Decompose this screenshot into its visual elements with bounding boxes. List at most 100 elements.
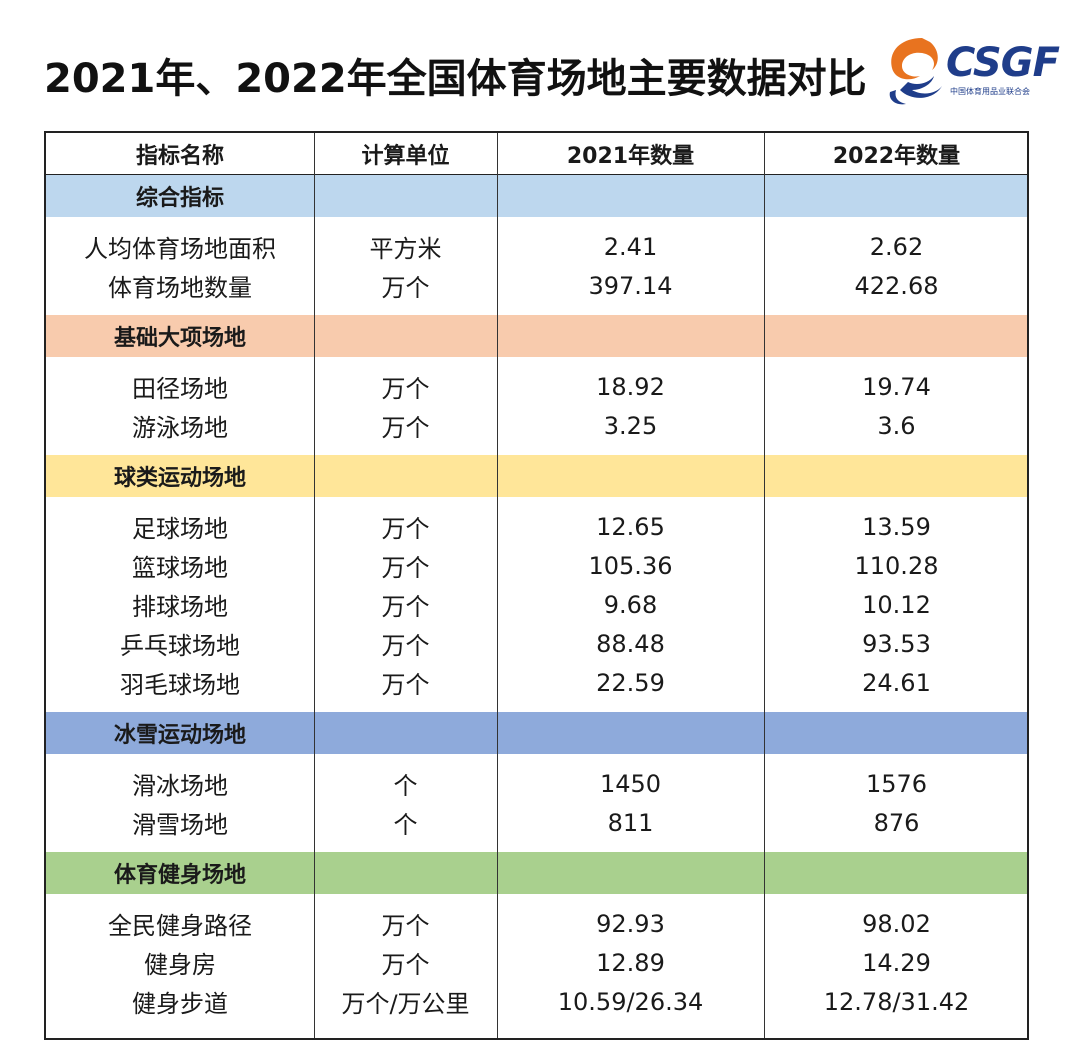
table-cell: 13.59 [862, 512, 931, 541]
table-cell: 105.36 [588, 551, 673, 580]
table-row: 篮球场地 万个 105.36 110.28 [46, 546, 1027, 585]
table-cell [497, 315, 764, 357]
table-header-row: 指标名称 计算单位 2021年数量 2022年数量 [46, 133, 1027, 175]
table-cell: 2.41 [603, 232, 658, 261]
table-cell: 冰雪运动场地 [113, 723, 246, 748]
table-cell: 万个 [381, 274, 430, 302]
table-cell: 10.59/26.34 [557, 987, 704, 1016]
table-cell: 万个 [381, 951, 430, 979]
table-row: 全民健身路径 万个 92.93 98.02 [46, 904, 1027, 943]
table-cell [314, 852, 497, 894]
section-header-row: 综合指标 [46, 175, 1027, 217]
table-row: 排球场地 万个 9.68 10.12 [46, 585, 1027, 624]
table-cell: 22.59 [596, 668, 665, 697]
table-cell: 排球场地 [132, 593, 228, 621]
table-cell: 92.93 [596, 909, 665, 938]
table-row: 田径场地 万个 18.92 19.74 [46, 367, 1027, 406]
table-cell: 平方米 [369, 235, 442, 263]
table-cell: 88.48 [596, 629, 665, 658]
table-cell [314, 315, 497, 357]
table-cell: 2021年数量 [566, 144, 695, 169]
table-row: 足球场地 万个 12.65 13.59 [46, 507, 1027, 546]
table-cell: 811 [607, 808, 654, 837]
table-row: 羽毛球场地 万个 22.59 24.61 [46, 663, 1027, 702]
table-cell: 基础大项场地 [113, 326, 246, 351]
table-row: 人均体育场地面积 平方米 2.41 2.62 [46, 227, 1027, 266]
section-header-row: 球类运动场地 [46, 455, 1027, 497]
table-cell: 游泳场地 [132, 414, 228, 442]
table-cell: 体育场地数量 [108, 274, 252, 302]
table-row: 体育场地数量 万个 397.14 422.68 [46, 266, 1027, 305]
table-cell: 3.6 [877, 411, 916, 440]
table-cell [314, 175, 497, 217]
table-cell [764, 315, 1029, 357]
table-cell: 110.28 [854, 551, 939, 580]
table-cell [314, 712, 497, 754]
table-cell: 19.74 [862, 372, 931, 401]
logo-text: CSGF [946, 40, 1060, 86]
csgf-logo-icon [889, 38, 942, 105]
logo-subtitle: 中国体育用品业联合会 [950, 87, 1030, 96]
table-cell: 万个 [381, 593, 430, 621]
table-cell: 体育健身场地 [113, 863, 246, 888]
table-cell: 397.14 [588, 271, 673, 300]
table-cell: 乒乓球场地 [120, 632, 240, 660]
table-cell: 18.92 [596, 372, 665, 401]
table-cell: 876 [873, 808, 920, 837]
table-cell [314, 455, 497, 497]
table-cell: 计算单位 [361, 144, 450, 169]
table-cell [764, 852, 1029, 894]
column-divider [497, 133, 498, 1038]
table-cell: 滑雪场地 [132, 811, 228, 839]
table-cell: 篮球场地 [132, 554, 228, 582]
section-header-row: 体育健身场地 [46, 852, 1027, 894]
section-header-row: 冰雪运动场地 [46, 712, 1027, 754]
table-cell [764, 712, 1029, 754]
table-cell: 万个 [381, 632, 430, 660]
table-cell: 9.68 [603, 590, 658, 619]
table-cell: 万个 [381, 515, 430, 543]
table-cell: 1576 [865, 769, 928, 798]
table-cell: 人均体育场地面积 [84, 235, 276, 263]
table-cell: 12.89 [596, 948, 665, 977]
table-cell: 综合指标 [135, 186, 224, 211]
table-row: 游泳场地 万个 3.25 3.6 [46, 406, 1027, 445]
table-cell [497, 175, 764, 217]
table-cell [764, 455, 1029, 497]
table-cell: 14.29 [862, 948, 931, 977]
table-cell: 个 [393, 811, 418, 839]
table-cell: 田径场地 [132, 375, 228, 403]
table-cell: 球类运动场地 [113, 466, 246, 491]
table-cell: 足球场地 [132, 515, 228, 543]
table-cell: 万个 [381, 554, 430, 582]
table-cell: 万个 [381, 671, 430, 699]
table-cell: 98.02 [862, 909, 931, 938]
table-cell: 10.12 [862, 590, 931, 619]
table-row: 滑冰场地 个 1450 1576 [46, 764, 1027, 803]
table-row: 健身房 万个 12.89 14.29 [46, 943, 1027, 982]
data-table: 指标名称 计算单位 2021年数量 2022年数量 综合指标 人均体育场地面积 平方米 2.4… [44, 131, 1029, 1040]
table-cell: 12.65 [596, 512, 665, 541]
table-cell: 羽毛球场地 [120, 671, 240, 699]
table-cell: 422.68 [854, 271, 939, 300]
table-cell: 万个 [381, 414, 430, 442]
page-title: 2021年、2022年全国体育场地主要数据对比 [44, 56, 867, 102]
table-cell: 健身步道 [132, 990, 228, 1018]
table-row: 健身步道 万个/万公里 10.59/26.34 12.78/31.42 [46, 982, 1027, 1021]
table-cell [497, 455, 764, 497]
table-cell: 指标名称 [135, 144, 224, 169]
column-divider [314, 133, 315, 1038]
table-cell: 万个/万公里 [341, 990, 470, 1018]
table-cell: 2.62 [869, 232, 924, 261]
table-cell: 12.78/31.42 [823, 987, 970, 1016]
table-cell [764, 175, 1029, 217]
table-cell: 个 [393, 772, 418, 800]
table-cell [497, 712, 764, 754]
table-cell: 93.53 [862, 629, 931, 658]
table-cell [497, 852, 764, 894]
table-cell: 健身房 [144, 951, 216, 979]
table-cell: 滑冰场地 [132, 772, 228, 800]
table-row: 滑雪场地 个 811 876 [46, 803, 1027, 842]
table-cell: 24.61 [862, 668, 931, 697]
table-cell: 万个 [381, 375, 430, 403]
